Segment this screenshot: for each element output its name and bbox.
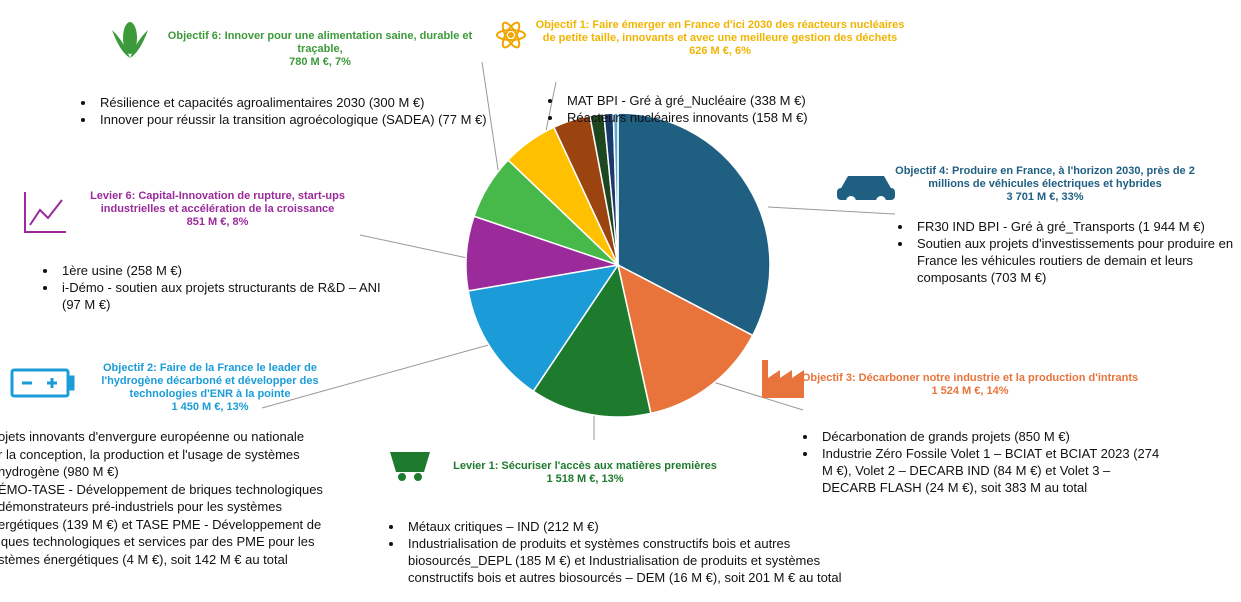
text-line: r la conception, la production et l'usag… (0, 446, 300, 462)
bullet-item: MAT BPI - Gré à gré_Nucléaire (338 M €) (563, 92, 875, 109)
leader-line (359, 234, 487, 263)
block-title: Objectif 2: Faire de la France le leader… (101, 362, 319, 400)
leader-line (712, 381, 804, 411)
text-line: démonstrateurs pré-industriels pour les … (0, 499, 282, 514)
bullet-item: Décarbonation de grands projets (850 M €… (818, 428, 1160, 445)
icon-factory (762, 360, 804, 398)
bullet-item: FR30 IND BPI - Gré à gré_Transports (1 9… (913, 218, 1241, 235)
block-body: FR30 IND BPI - Gré à gré_Transports (1 9… (895, 212, 1241, 286)
bullet-item: Industrie Zéro Fossile Volet 1 – BCIAT e… (818, 445, 1160, 496)
bullet-item: i-Démo - soutien aux projets structurant… (58, 279, 390, 313)
block-heading: Objectif 4: Produire en France, à l'hori… (895, 165, 1195, 204)
block-title: Objectif 3: Décarboner notre industrie e… (801, 372, 1139, 384)
bullet-item: Industrialisation de produits et système… (404, 535, 876, 586)
block-amount: 851 M €, 8% (186, 216, 249, 228)
block-body: 1ère usine (258 M €)i-Démo - soutien aux… (40, 256, 390, 313)
text-line: hydrogène (980 M €) (0, 464, 119, 479)
bullet-list: Métaux critiques – IND (212 M €)Industri… (386, 518, 876, 586)
block-amount: 1 524 M €, 14% (931, 385, 1009, 397)
block-heading: Levier 1: Sécuriser l'accès aux matières… (440, 460, 730, 486)
bullet-list: Décarbonation de grands projets (850 M €… (800, 428, 1160, 496)
block-title: Objectif 1: Faire émerger en France d'ic… (535, 19, 905, 44)
pie-slice (532, 263, 652, 418)
block-heading: Objectif 3: Décarboner notre industrie e… (800, 372, 1140, 398)
icon-cart (390, 452, 430, 481)
block-title: Objectif 4: Produire en France, à l'hori… (895, 165, 1195, 190)
icon-chart (24, 192, 66, 233)
text-line: stèmes énergétiques (4 M €), soit 142 M … (0, 551, 288, 567)
block-body: Décarbonation de grands projets (850 M €… (800, 422, 1160, 496)
bullet-list: Résilience et capacités agroalimentaires… (78, 94, 508, 128)
bullet-list: FR30 IND BPI - Gré à gré_Transports (1 9… (895, 218, 1241, 286)
block-amount: 1 450 M €, 13% (171, 401, 249, 413)
block-title: Objectif 6: Innover pour une alimentatio… (167, 30, 473, 55)
bullet-list: MAT BPI - Gré à gré_Nucléaire (338 M €)R… (545, 92, 875, 126)
bullet-item: Innover pour réussir la transition agroé… (96, 111, 508, 128)
bullet-item: Réacteurs nucléaires innovants (158 M €) (563, 109, 875, 126)
block-body: MAT BPI - Gré à gré_Nucléaire (338 M €)R… (545, 86, 875, 126)
bullet-list: 1ère usine (258 M €)i-Démo - soutien aux… (40, 262, 390, 313)
text-line: ergétiques (139 M €) et TASE PME - Dével… (0, 516, 322, 532)
bullet-item: Résilience et capacités agroalimentaires… (96, 94, 508, 111)
block-heading: Objectif 6: Innover pour une alimentatio… (165, 30, 475, 69)
icon-battery (10, 368, 75, 398)
pie-slice (617, 112, 771, 337)
bullet-item: Soutien aux projets d'investissements po… (913, 235, 1241, 286)
pie (465, 112, 771, 418)
block-amount: 780 M €, 7% (289, 56, 351, 68)
block-amount: 1 518 M €, 13% (546, 473, 624, 485)
block-heading: Levier 6: Capital-Innovation de rupture,… (75, 190, 360, 229)
leader-line (767, 206, 896, 215)
pie-slice (616, 263, 754, 415)
text-line: ojets innovants d'envergure européenne o… (0, 429, 305, 444)
block-body: ojets innovants d'envergure européenne o… (0, 428, 398, 568)
icon-car (837, 176, 895, 206)
block-heading: Objectif 2: Faire de la France le leader… (75, 362, 345, 414)
icon-corn (112, 22, 148, 58)
text-line: ÉMO-TASE - Développement de briques tech… (0, 481, 323, 497)
block-body: Résilience et capacités agroalimentaires… (78, 88, 508, 128)
leader-line (261, 343, 493, 409)
bullet-item: 1ère usine (258 M €) (58, 262, 390, 279)
icon-atom (496, 21, 526, 49)
block-amount: 3 701 M €, 33% (1006, 191, 1084, 203)
pie-slice (612, 112, 619, 266)
block-amount: 626 M €, 6% (689, 45, 751, 57)
block-body: Métaux critiques – IND (212 M €)Industri… (386, 512, 876, 586)
block-title: Levier 6: Capital-Innovation de rupture,… (90, 190, 345, 215)
bullet-item: Métaux critiques – IND (212 M €) (404, 518, 876, 535)
block-title: Levier 1: Sécuriser l'accès aux matières… (453, 460, 717, 472)
block-heading: Objectif 1: Faire émerger en France d'ic… (535, 19, 905, 58)
text-line: iques technologiques et services par des… (0, 534, 315, 549)
pie-slice (467, 263, 620, 393)
